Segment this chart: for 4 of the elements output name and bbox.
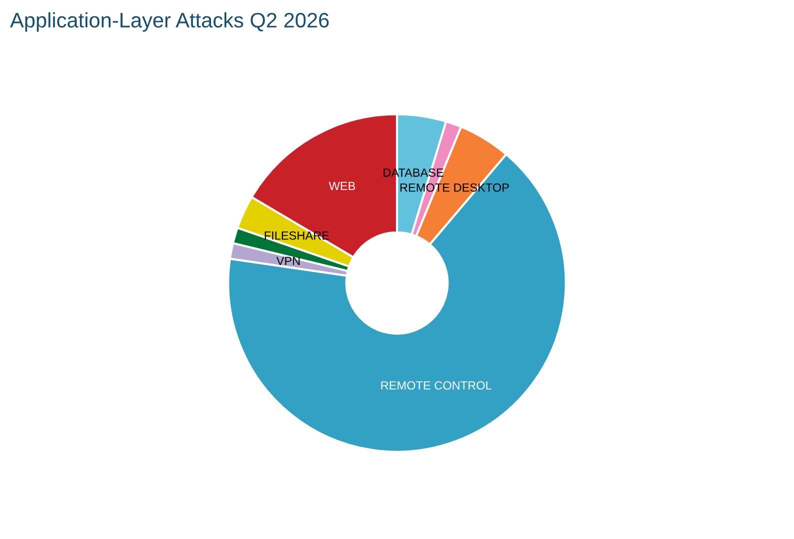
slice-label: WEB [328,182,356,190]
slice-label: REMOTE CONTROL [381,381,492,390]
chart-title: Application-Layer Attacks Q2 2026 [10,12,329,32]
slice-label: VPN [276,256,300,265]
